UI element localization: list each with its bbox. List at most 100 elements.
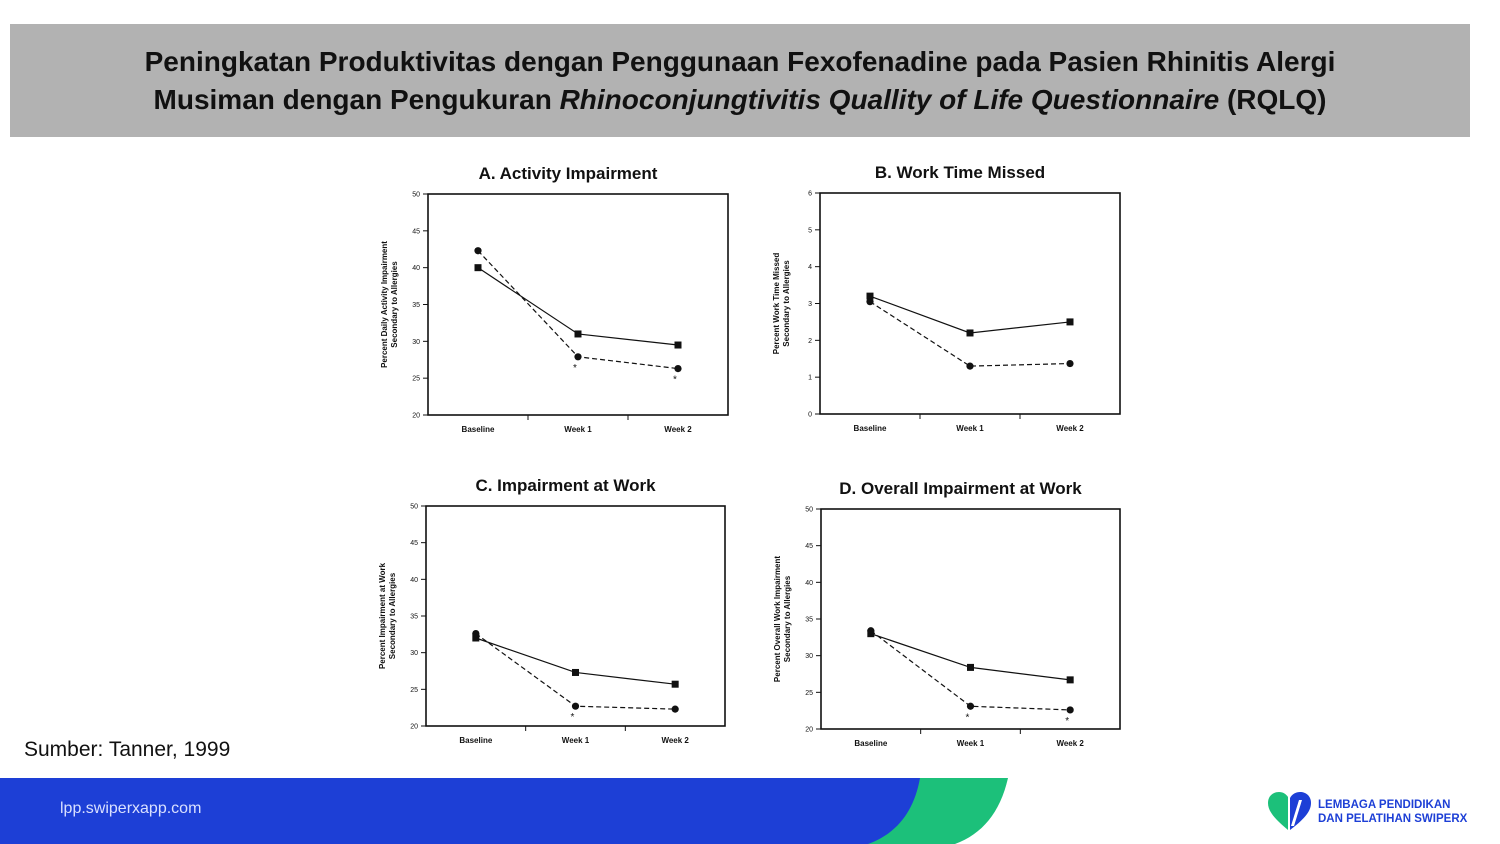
y-tick-label: 45 xyxy=(412,228,420,235)
data-point-circle xyxy=(1066,359,1074,368)
y-tick-label: 2 xyxy=(808,338,812,345)
series-line-dashed xyxy=(870,630,1071,711)
significance-marker: * xyxy=(966,712,970,723)
y-axis-label-line: Secondary to Allergies xyxy=(388,572,397,659)
title-line-2-pre: Musiman dengan Pengukuran xyxy=(153,83,560,115)
data-point-circle xyxy=(574,353,582,361)
chart-title: B. Work Time Missed xyxy=(875,163,1045,182)
data-point-square xyxy=(967,663,974,671)
data-point-square xyxy=(472,634,480,642)
data-point-square xyxy=(674,341,682,349)
significance-marker: * xyxy=(573,363,577,374)
plot-frame xyxy=(820,508,1121,730)
x-tick-label: Week 2 xyxy=(661,736,689,745)
y-tick-label: 25 xyxy=(412,376,420,383)
y-axis-label: Percent Daily Activity ImpairmentSeconda… xyxy=(380,241,399,368)
y-tick-label: 30 xyxy=(412,339,420,346)
data-point-circle xyxy=(474,247,482,255)
swiperx-logo: LEMBAGA PENDIDIKAN DAN PELATIHAN SWIPERX xyxy=(1266,790,1476,834)
y-tick-label: 25 xyxy=(805,690,813,697)
title-line-2-italic: Rhinoconjungtivitis Quallity of Life Que… xyxy=(559,83,1220,115)
y-tick-label: 30 xyxy=(805,653,813,660)
y-axis-label: Percent Overall Work ImpairmentSecondary… xyxy=(773,556,792,682)
y-tick-label: 45 xyxy=(410,540,418,547)
x-tick-label: Baseline xyxy=(854,739,887,748)
y-tick-label: 20 xyxy=(412,413,420,420)
chart-title: D. Overall Impairment at Work xyxy=(839,479,1082,498)
chart-title: C. Impairment at Work xyxy=(475,476,656,495)
significance-marker: * xyxy=(673,375,677,386)
x-tick-label: Week 2 xyxy=(664,425,692,434)
data-point-circle xyxy=(472,630,480,638)
y-tick-label: 50 xyxy=(412,192,420,199)
y-axis-label-line: Percent Daily Activity Impairment xyxy=(380,241,389,368)
series-line-solid xyxy=(870,633,1071,681)
data-point-square xyxy=(1066,676,1074,684)
x-tick-label: Baseline xyxy=(462,425,495,434)
footer-blue-band xyxy=(0,778,920,844)
data-point-circle xyxy=(966,702,975,710)
footer-band xyxy=(0,778,1008,844)
data-point-circle xyxy=(571,702,580,710)
y-tick-label: 20 xyxy=(410,724,418,731)
data-point-square xyxy=(572,668,579,676)
data-point-circle xyxy=(674,364,682,373)
x-tick-label: Week 2 xyxy=(1056,424,1084,433)
footer-url[interactable]: lpp.swiperxapp.com xyxy=(60,800,202,817)
y-tick-label: 35 xyxy=(805,617,813,624)
series-line-solid xyxy=(869,295,1071,334)
title-line-1: Peningkatan Produktivitas dengan Penggun… xyxy=(144,45,1336,77)
charts-svg: A. Activity Impairment20253035404550Base… xyxy=(378,163,1121,748)
data-point-circle xyxy=(867,627,875,635)
y-tick-label: 6 xyxy=(808,191,812,198)
y-tick-label: 20 xyxy=(805,727,813,734)
y-axis-label-line: Percent Impairment at Work xyxy=(378,562,387,669)
x-tick-label: Week 1 xyxy=(956,424,984,433)
title-bar: Peningkatan Produktivitas dengan Penggun… xyxy=(10,24,1470,137)
series-line-dashed xyxy=(869,301,1071,367)
y-tick-label: 35 xyxy=(410,614,418,621)
y-axis-label-line: Secondary to Allergies xyxy=(782,260,791,347)
y-axis-label-line: Percent Work Time Missed xyxy=(772,253,781,355)
data-point-square xyxy=(574,330,582,338)
y-tick-label: 50 xyxy=(410,504,418,511)
x-tick-label: Week 1 xyxy=(957,739,985,748)
data-point-circle xyxy=(866,298,874,306)
y-axis-label: Percent Work Time MissedSecondary to All… xyxy=(772,253,791,355)
data-point-square xyxy=(474,264,482,272)
series-line-solid xyxy=(475,637,676,685)
plot-frame xyxy=(427,193,729,416)
title-line-2: Musiman dengan Pengukuran Rhinoconjungti… xyxy=(154,81,1327,119)
series-line-dashed xyxy=(477,250,679,370)
y-tick-label: 25 xyxy=(410,687,418,694)
y-tick-label: 1 xyxy=(808,375,812,382)
x-tick-label: Week 1 xyxy=(564,425,592,434)
heart-logo-icon xyxy=(1268,792,1311,830)
chart-title: A. Activity Impairment xyxy=(479,164,658,183)
y-tick-label: 3 xyxy=(808,301,812,308)
source-citation: Sumber: Tanner, 1999 xyxy=(24,738,231,761)
x-tick-label: Baseline xyxy=(459,736,492,745)
y-tick-label: 0 xyxy=(808,412,812,419)
data-point-circle xyxy=(966,362,974,370)
y-tick-label: 40 xyxy=(805,580,813,587)
x-tick-label: Week 1 xyxy=(562,736,590,745)
x-tick-label: Baseline xyxy=(854,424,887,433)
y-tick-label: 45 xyxy=(805,543,813,550)
y-axis-label: Percent Impairment at WorkSecondary to A… xyxy=(378,562,397,669)
x-tick-label: Week 2 xyxy=(1056,739,1084,748)
data-point-circle xyxy=(671,705,679,713)
y-tick-label: 5 xyxy=(808,227,812,234)
y-axis-label-line: Percent Overall Work Impairment xyxy=(773,556,782,682)
data-point-square xyxy=(1066,318,1074,326)
logo-line-1: LEMBAGA PENDIDIKAN xyxy=(1318,799,1451,811)
chart-figure: A. Activity Impairment 20 25 30 35 40 45 50 Base… xyxy=(360,155,1140,755)
y-tick-label: 40 xyxy=(412,265,420,272)
y-tick-label: 50 xyxy=(805,507,813,514)
y-tick-label: 4 xyxy=(808,264,812,271)
plot-frame xyxy=(819,192,1121,415)
y-tick-label: 40 xyxy=(410,577,418,584)
title-line-2-post: (RQLQ) xyxy=(1219,83,1327,115)
y-tick-label: 30 xyxy=(410,650,418,657)
logo-line-2: DAN PELATIHAN SWIPERX xyxy=(1318,813,1468,825)
